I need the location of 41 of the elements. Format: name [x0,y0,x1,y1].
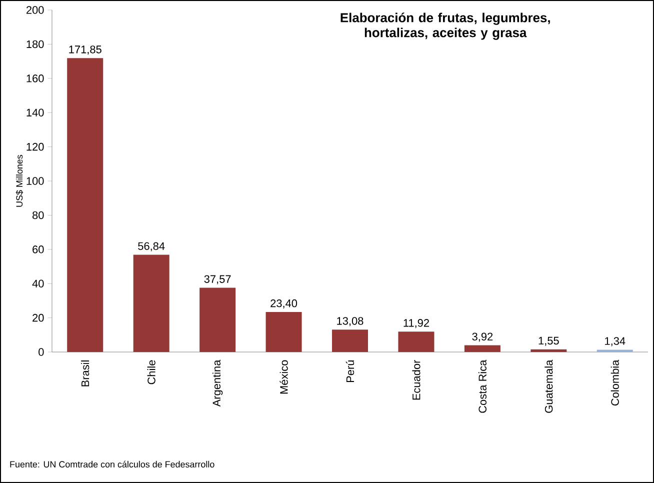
y-tick-label: 100 [26,177,44,185]
text: Elaboración de frutas, legumbres, hortalizas, aceites y grasa [340,12,550,40]
bar [398,332,434,352]
y-axis-title: US$ Millones [16,154,24,207]
y-tick-label: 20 [32,314,44,322]
y-tick-label: 120 [26,142,44,151]
data-label: 1,55 [538,336,559,346]
y-tick-label: 140 [26,108,44,116]
y-tick-label: 200 [26,6,44,14]
data-label: 56,84 [138,242,165,252]
bar [200,288,236,352]
x-tick-label: Chile [147,360,156,384]
y-tick-label: 60 [32,246,44,254]
bar [464,345,500,352]
bar [596,350,633,352]
y-tick-label: 0 [38,348,44,356]
x-tick-label: Perú [346,360,354,382]
bar [530,349,567,352]
data-label: 23,40 [270,299,298,308]
bar [67,58,104,352]
bar [133,254,170,352]
data-label: 13,08 [337,317,364,326]
data-label: 37,57 [204,275,231,284]
y-tick-label: 180 [26,40,44,48]
x-tick-label: Brasil [81,360,90,386]
y-tick-label: 80 [32,211,44,220]
x-tick-label: Colombia [610,360,619,406]
data-label: 171,85 [69,46,102,55]
y-tick-label: 40 [32,280,44,288]
x-tick-label: Ecuador [412,360,420,400]
x-tick-label: Costa Rica [478,360,486,413]
data-label: 1,34 [605,337,626,346]
data-label: 3,92 [472,332,493,342]
data-label: 11,92 [404,319,429,328]
y-tick-label: 160 [26,74,44,82]
bar [266,312,302,352]
source-note: Fuente: UN Comtrade con cálculos de Fedesarrollo [10,460,214,468]
bar [332,330,368,352]
x-tick-label: México [280,360,288,394]
x-tick-label: Argentina [212,360,223,407]
x-tick-label: Guatemala [544,360,553,413]
